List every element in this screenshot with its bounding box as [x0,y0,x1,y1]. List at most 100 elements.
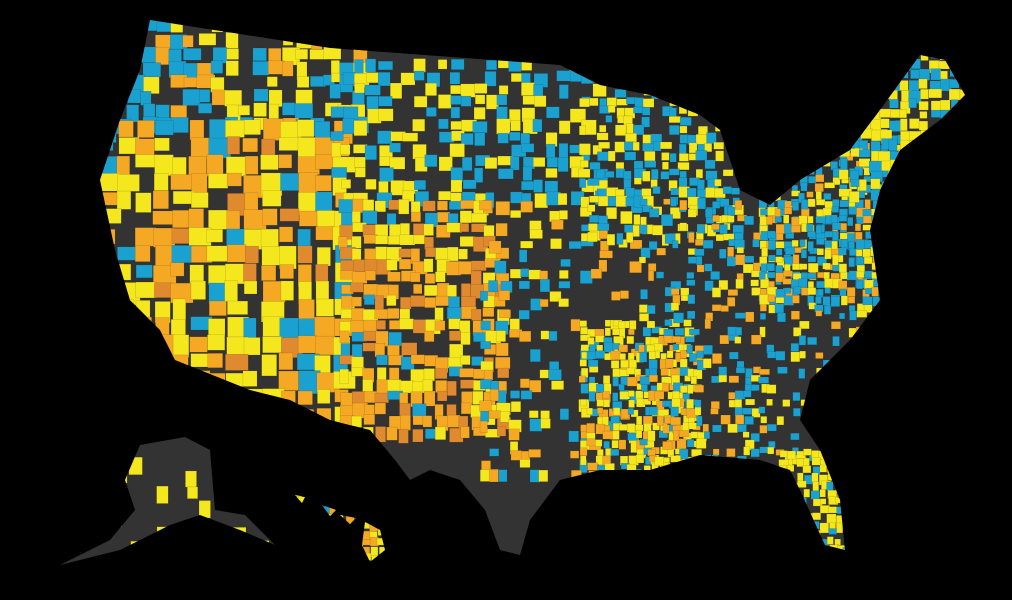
county [669,125,680,135]
county [474,167,484,183]
county [579,270,593,284]
county [686,344,693,354]
county [579,143,591,156]
county [520,132,531,146]
county [510,401,521,413]
county [766,216,773,225]
county [579,125,586,136]
county [802,465,812,474]
county [846,287,856,297]
county [734,312,746,319]
county [602,430,614,440]
county [727,246,735,258]
county [351,296,362,307]
county [605,115,613,123]
county [735,414,745,425]
county [750,448,760,458]
county [737,424,747,433]
county [529,349,541,362]
county [633,160,644,170]
county [471,260,487,271]
county [331,142,342,158]
county [704,431,711,440]
county [330,60,340,75]
county [410,211,421,223]
county [856,256,864,265]
county [558,281,571,289]
county [751,287,761,296]
county [482,307,495,317]
county [680,350,687,359]
county [597,223,610,231]
county [612,407,621,416]
county [711,304,722,312]
county [800,199,809,210]
county [638,256,646,264]
county [519,249,528,263]
county [719,224,728,235]
county [729,351,739,360]
county [900,118,908,132]
county [702,239,714,249]
county [815,310,823,317]
county [856,310,868,318]
county [710,408,719,415]
county [697,179,705,190]
county [243,263,257,283]
county [154,154,174,176]
county [266,76,278,87]
county [777,312,786,323]
county [170,174,194,191]
county [579,320,587,327]
county [170,117,189,133]
county [152,190,169,210]
county [643,398,652,405]
county [832,199,840,208]
county [135,281,157,299]
county [604,327,611,337]
county [856,280,864,290]
county [828,506,838,514]
county [509,131,521,141]
county [594,350,606,359]
county [856,270,865,278]
county [587,204,596,212]
county [588,223,600,232]
county [449,72,461,85]
county [538,469,549,482]
county [377,130,393,145]
county [497,426,507,437]
county [768,240,776,251]
county [580,399,587,407]
county [153,173,169,191]
county [819,464,827,473]
county [172,210,190,229]
county [297,390,313,405]
county [388,331,402,347]
county [679,358,688,368]
county [316,247,331,267]
county [768,254,776,262]
county [744,215,754,226]
county [849,248,858,256]
county [854,223,861,232]
county [715,234,724,242]
county [296,76,310,88]
county [424,273,436,284]
county [744,255,755,263]
county [715,150,724,162]
county [398,428,409,444]
county [803,448,812,456]
county [362,342,377,352]
county [261,354,277,377]
county [734,407,743,417]
county [679,125,688,134]
county [742,431,750,438]
county [727,423,738,433]
county [639,313,649,322]
county [225,120,245,138]
county [262,190,282,207]
county [652,224,663,236]
county [797,480,807,488]
county [399,318,415,330]
